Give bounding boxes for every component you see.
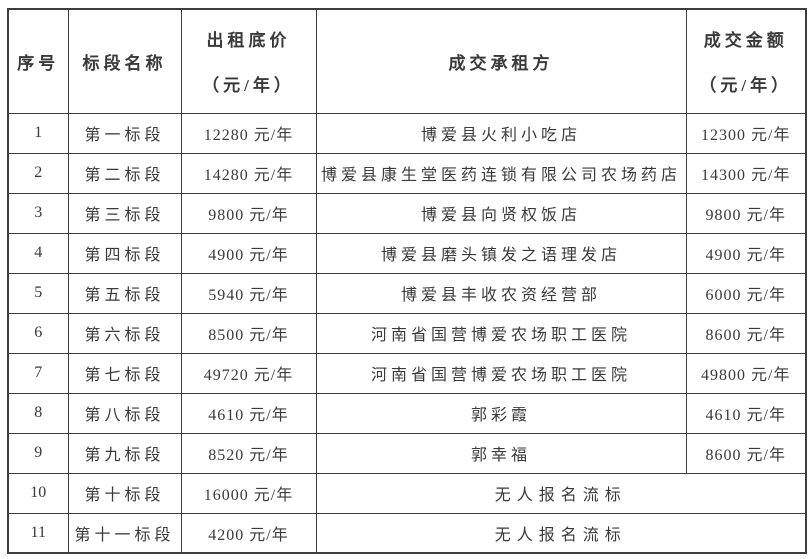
table-row: 1 第一标段 12280 元/年 博爱县火利小吃店 12300 元/年 — [7, 112, 807, 154]
col-header-serial: 序号 — [7, 8, 69, 114]
cell-section: 第二标段 — [67, 152, 182, 194]
cell-amount: 8600 元/年 — [685, 432, 807, 474]
cell-base-price: 8520 元/年 — [180, 432, 317, 474]
col-header-base-price-label: 出租底价 — [206, 31, 291, 51]
cell-serial: 6 — [7, 312, 69, 354]
col-header-section: 标段名称 — [67, 8, 182, 114]
cell-section: 第五标段 — [67, 272, 182, 314]
table-row: 6 第六标段 8500 元/年 河南省国营博爱农场职工医院 8600 元/年 — [7, 312, 807, 354]
cell-amount: 9800 元/年 — [685, 192, 807, 234]
cell-section: 第九标段 — [67, 432, 182, 474]
cell-amount: 14300 元/年 — [685, 152, 807, 194]
cell-base-price: 49720 元/年 — [180, 352, 317, 394]
cell-serial: 1 — [7, 112, 69, 154]
col-header-base-price: 出租底价 （元/年） — [180, 8, 317, 114]
col-header-section-label: 标段名称 — [82, 53, 167, 73]
cell-amount: 12300 元/年 — [685, 112, 807, 154]
table-row: 11 第十一标段 4200 元/年 无人报名流标 — [7, 512, 807, 554]
cell-base-price: 9800 元/年 — [180, 192, 317, 234]
table-row: 10 第十标段 16000 元/年 无人报名流标 — [7, 472, 807, 514]
cell-base-price: 4610 元/年 — [180, 392, 317, 434]
cell-tenant: 博爱县磨头镇发之语理发店 — [315, 232, 687, 274]
cell-serial: 4 — [7, 232, 69, 274]
cell-tenant: 无人报名流标 — [315, 472, 807, 514]
cell-section: 第七标段 — [67, 352, 182, 394]
cell-serial: 2 — [7, 152, 69, 194]
table-row: 5 第五标段 5940 元/年 博爱县丰收农资经营部 6000 元/年 — [7, 272, 807, 314]
cell-serial: 10 — [7, 472, 69, 514]
table-body: 1 第一标段 12280 元/年 博爱县火利小吃店 12300 元/年 2 第二… — [7, 112, 807, 554]
cell-tenant: 河南省国营博爱农场职工医院 — [315, 352, 687, 394]
table-row: 2 第二标段 14280 元/年 博爱县康生堂医药连锁有限公司农场药店 1430… — [7, 152, 807, 194]
cell-section: 第八标段 — [67, 392, 182, 434]
table-row: 8 第八标段 4610 元/年 郭彩霞 4610 元/年 — [7, 392, 807, 434]
col-header-tenant: 成交承租方 — [315, 8, 687, 114]
col-header-tenant-label: 成交承租方 — [448, 53, 554, 73]
cell-base-price: 16000 元/年 — [180, 472, 317, 514]
cell-tenant: 郭彩霞 — [315, 392, 687, 434]
col-header-amount-unit: （元/年） — [699, 76, 793, 96]
cell-serial: 11 — [7, 512, 69, 554]
cell-section: 第三标段 — [67, 192, 182, 234]
cell-base-price: 12280 元/年 — [180, 112, 317, 154]
cell-tenant: 博爱县火利小吃店 — [315, 112, 687, 154]
cell-section: 第一标段 — [67, 112, 182, 154]
header-row: 序号 标段名称 出租底价 （元/年） 成交承租方 成交金额 （元/年） — [7, 8, 807, 114]
cell-amount: 49800 元/年 — [685, 352, 807, 394]
col-header-amount-label: 成交金额 — [703, 31, 788, 51]
cell-base-price: 5940 元/年 — [180, 272, 317, 314]
table-row: 7 第七标段 49720 元/年 河南省国营博爱农场职工医院 49800 元/年 — [7, 352, 807, 394]
cell-base-price: 8500 元/年 — [180, 312, 317, 354]
table-row: 4 第四标段 4900 元/年 博爱县磨头镇发之语理发店 4900 元/年 — [7, 232, 807, 274]
cell-amount: 8600 元/年 — [685, 312, 807, 354]
table-row: 9 第九标段 8520 元/年 郭幸福 8600 元/年 — [7, 432, 807, 474]
table-row: 3 第三标段 9800 元/年 博爱县向贤权饭店 9800 元/年 — [7, 192, 807, 234]
cell-serial: 3 — [7, 192, 69, 234]
cell-section: 第六标段 — [67, 312, 182, 354]
cell-amount: 4610 元/年 — [685, 392, 807, 434]
lease-results-table: 序号 标段名称 出租底价 （元/年） 成交承租方 成交金额 （元/年） — [7, 8, 807, 554]
cell-amount: 4900 元/年 — [685, 232, 807, 274]
col-header-amount: 成交金额 （元/年） — [685, 8, 807, 114]
cell-serial: 7 — [7, 352, 69, 394]
cell-amount: 6000 元/年 — [685, 272, 807, 314]
cell-tenant: 无人报名流标 — [315, 512, 807, 554]
cell-serial: 9 — [7, 432, 69, 474]
cell-section: 第四标段 — [67, 232, 182, 274]
lease-results-table-container: 序号 标段名称 出租底价 （元/年） 成交承租方 成交金额 （元/年） — [7, 8, 807, 554]
cell-tenant: 博爱县向贤权饭店 — [315, 192, 687, 234]
cell-serial: 8 — [7, 392, 69, 434]
cell-base-price: 14280 元/年 — [180, 152, 317, 194]
cell-tenant: 郭幸福 — [315, 432, 687, 474]
cell-section: 第十标段 — [67, 472, 182, 514]
cell-tenant: 博爱县丰收农资经营部 — [315, 272, 687, 314]
cell-base-price: 4200 元/年 — [180, 512, 317, 554]
cell-section: 第十一标段 — [67, 512, 182, 554]
cell-tenant: 博爱县康生堂医药连锁有限公司农场药店 — [315, 152, 687, 194]
col-header-base-price-unit: （元/年） — [202, 76, 295, 96]
cell-tenant: 河南省国营博爱农场职工医院 — [315, 312, 687, 354]
cell-base-price: 4900 元/年 — [180, 232, 317, 274]
table-header: 序号 标段名称 出租底价 （元/年） 成交承租方 成交金额 （元/年） — [7, 8, 807, 114]
col-header-serial-label: 序号 — [17, 53, 60, 73]
cell-serial: 5 — [7, 272, 69, 314]
